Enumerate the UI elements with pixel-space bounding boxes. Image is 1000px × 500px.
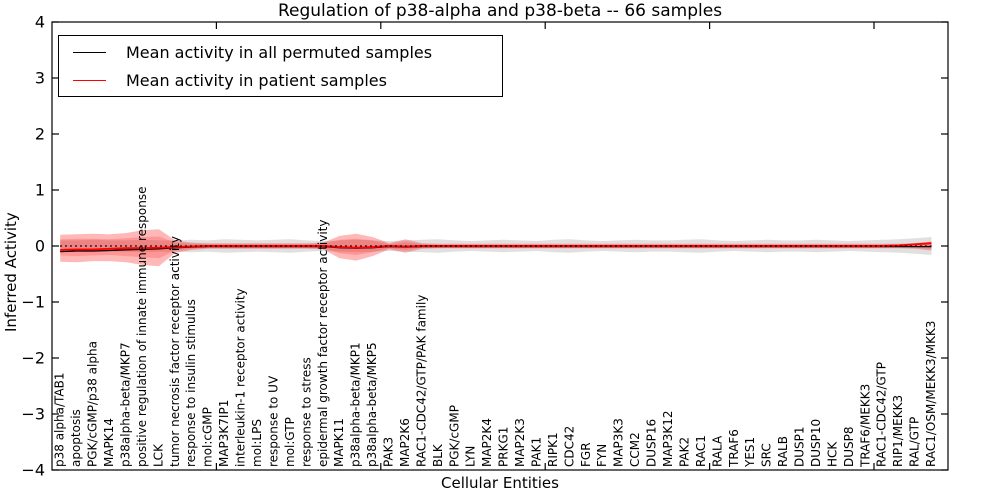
x-category-label: p38alpha-beta/MKP7 [119, 342, 133, 467]
x-category-label: p38alpha-beta/MKP5 [365, 342, 379, 467]
y-tick-label: 1 [35, 181, 45, 200]
x-category-label: epidermal growth factor receptor activit… [316, 220, 330, 467]
x-category-label: RAC1/OSM/MEKK3/MKK3 [924, 321, 938, 467]
legend-item-patient: Mean activity in patient samples [73, 66, 502, 94]
x-category-label: RALA [710, 435, 724, 467]
chart-title: Regulation of p38-alpha and p38-beta -- … [277, 1, 723, 21]
legend-item-permuted: Mean activity in all permuted samples [73, 38, 502, 66]
y-tick-label: 4 [35, 13, 45, 32]
x-category-label: DUSP8 [842, 426, 856, 467]
x-category-label: response to UV [266, 375, 280, 467]
x-category-label: response to insulin stimulus [184, 299, 198, 467]
x-category-label: LYN [464, 446, 478, 467]
x-category-label: PGK/cGMP [447, 405, 461, 467]
x-category-label: positive regulation of innate immune res… [135, 187, 149, 467]
legend-label: Mean activity in all permuted samples [126, 42, 433, 62]
y-tick-label: −2 [21, 349, 45, 368]
legend: Mean activity in all permuted samples Me… [58, 35, 503, 97]
x-category-label: MAP3K7IP1 [217, 400, 231, 467]
x-category-label: FYN [595, 444, 609, 467]
x-category-label: MAPK11 [332, 418, 346, 467]
x-category-label: MAP2K6 [398, 418, 412, 467]
x-category-label: PAK1 [530, 437, 544, 467]
x-category-label: RAC1-CDC42/GTP/PAK family [414, 295, 428, 467]
x-category-label: p38 alpha/TAB1 [53, 373, 67, 467]
x-category-label: RAC1 [694, 435, 708, 467]
x-category-label: TRAF6 [727, 429, 741, 468]
permuted-line-swatch-icon [73, 51, 106, 53]
x-category-label: DUSP10 [809, 419, 823, 467]
patient-samples-range-outer-band [60, 229, 932, 267]
x-category-label: BLK [431, 443, 445, 467]
x-category-label: response to stress [299, 357, 313, 467]
legend-label: Mean activity in patient samples [126, 70, 387, 90]
x-category-label: DUSP16 [645, 419, 659, 467]
y-tick-label: −3 [21, 405, 45, 424]
x-category-label: tumor necrosis factor receptor activity [168, 236, 182, 467]
x-category-label: mol:LPS [250, 419, 264, 467]
x-category-label: RAC1-CDC42/GTP [875, 362, 889, 467]
patient-samples-range-inner-band [60, 236, 932, 259]
x-category-label: MAP3K12 [661, 410, 675, 467]
patient-line-swatch-icon [73, 79, 106, 81]
x-category-label: PRKG1 [497, 427, 511, 467]
x-category-label: p38alpha-beta/MKP1 [349, 342, 363, 467]
x-category-label: DUSP1 [793, 426, 807, 467]
x-category-label: RIP1/MEKK3 [891, 395, 905, 467]
x-category-label: mol:cGMP [201, 407, 215, 467]
x-category-label: TRAF6/MEKK3 [858, 384, 872, 468]
x-category-label: SRC [760, 443, 774, 467]
y-tick-label: −1 [21, 293, 45, 312]
x-category-label: PAK2 [677, 437, 691, 467]
x-axis-title: Cellular Entities [441, 474, 559, 492]
x-category-label: FGR [579, 442, 593, 467]
x-category-label: LCK [151, 443, 165, 467]
x-category-label: PGK/cGMP/p38 alpha [86, 341, 100, 467]
x-category-label: YES1 [743, 437, 757, 468]
x-category-label: MAP3K3 [612, 418, 626, 467]
y-tick-label: 3 [35, 69, 45, 88]
x-category-label: PAK3 [382, 437, 396, 467]
x-category-label: MAP2K3 [513, 418, 527, 467]
y-axis-title: Inferred Activity [2, 212, 20, 332]
y-tick-label: −4 [21, 461, 45, 480]
x-category-label: RALB [776, 436, 790, 467]
x-category-label: RIPK1 [546, 432, 560, 467]
y-tick-label: 2 [35, 125, 45, 144]
x-category-label: apoptosis [69, 409, 83, 467]
x-category-label: CCM2 [628, 432, 642, 467]
x-category-label: interleukin-1 receptor activity [234, 288, 248, 467]
x-category-label: CDC42 [562, 426, 576, 467]
x-category-label: HCK [825, 441, 839, 467]
x-category-label: mol:GTP [283, 417, 297, 467]
x-category-label: RAL/GTP [908, 417, 922, 467]
x-category-label: MAP2K4 [480, 418, 494, 467]
y-tick-label: 0 [35, 237, 45, 256]
x-category-label: MAPK14 [102, 418, 116, 467]
